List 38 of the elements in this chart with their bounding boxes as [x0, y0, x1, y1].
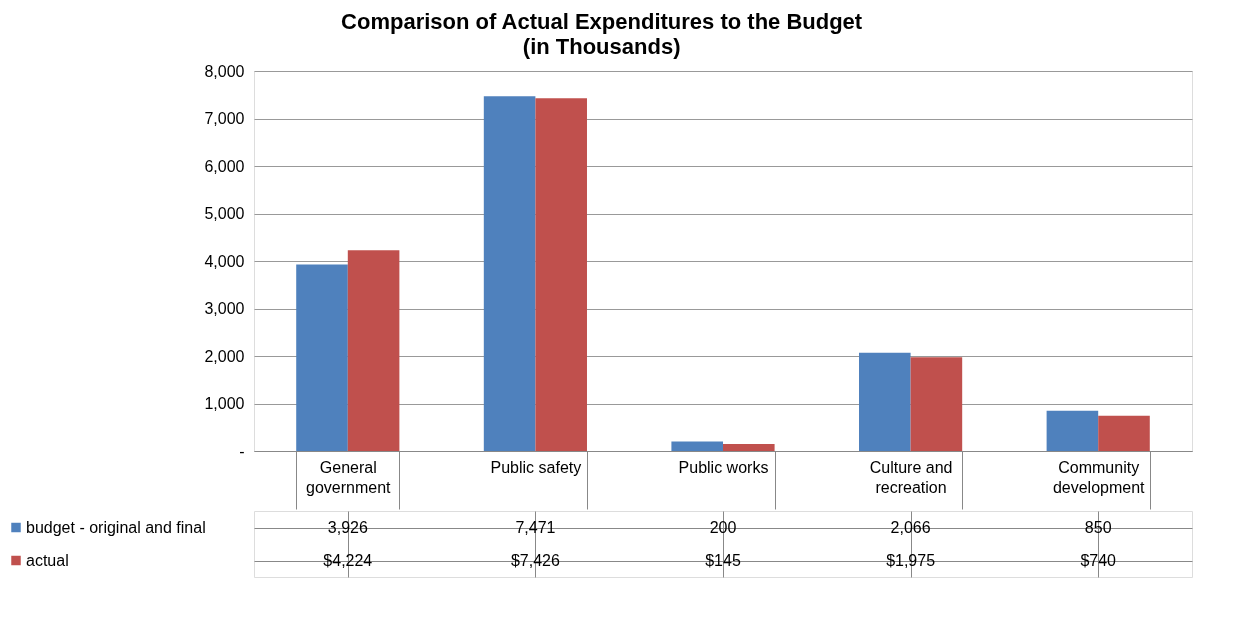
y-tick-label: 6,000 — [204, 157, 245, 175]
y-tick-label: 8,000 — [204, 62, 245, 80]
bar — [1098, 415, 1150, 451]
data-label: $7,426 — [510, 551, 560, 569]
bar — [859, 352, 911, 451]
x-tick-label: Culture and recreation — [869, 458, 953, 496]
x-tick-label: General government — [306, 458, 392, 496]
bar — [723, 444, 775, 451]
data-label: 3,926 — [327, 518, 368, 536]
bar — [483, 96, 536, 451]
bar — [347, 250, 400, 451]
x-tick-label: Public works — [678, 458, 769, 476]
chart-title: Comparison of Actual Expenditures to the Budget — [341, 8, 863, 34]
data-label: $145 — [705, 551, 741, 569]
y-tick-label: 3,000 — [204, 300, 245, 317]
y-tick-label: 1,000 — [204, 395, 245, 412]
data-label: $1,975 — [886, 551, 936, 569]
data-label: 7,471 — [515, 518, 556, 536]
bar — [1046, 410, 1099, 451]
y-tick-label: 4,000 — [204, 252, 245, 270]
x-tick-label: Public safety — [490, 458, 582, 476]
legend-label: actual — [26, 551, 69, 569]
data-label: $740 — [1080, 551, 1117, 569]
y-tick-label: 2,000 — [204, 347, 245, 365]
legend-label: budget - original and final — [26, 518, 206, 536]
x-tick-label: Community development — [1052, 458, 1146, 496]
bar — [910, 357, 963, 451]
y-tick-label: 5,000 — [204, 205, 245, 222]
data-label: 2,066 — [890, 518, 931, 536]
y-tick-label: - — [239, 442, 245, 460]
y-tick-label: 7,000 — [204, 110, 245, 127]
bar — [296, 264, 348, 451]
data-label: 850 — [1084, 518, 1112, 536]
bar — [535, 98, 587, 451]
data-label: 200 — [709, 518, 737, 536]
chart-subtitle: (in Thousands) — [522, 33, 681, 59]
bar — [671, 441, 723, 451]
data-label: $4,224 — [323, 551, 373, 569]
